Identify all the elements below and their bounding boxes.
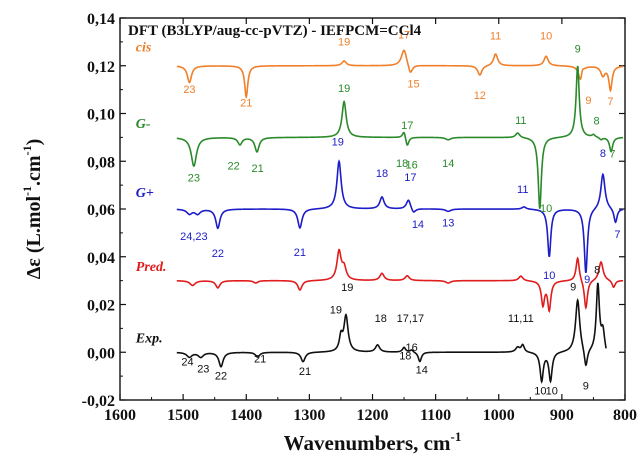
y-axis-title-sup2: -1: [20, 145, 34, 155]
peak-label: 13: [442, 218, 454, 230]
peak-label: 23: [183, 84, 195, 96]
series-line-cis: [176, 49, 624, 100]
peak-label: 10: [540, 30, 552, 42]
peak-label: 19: [332, 137, 344, 149]
series-label-gminus: G-: [136, 117, 151, 132]
peak-label: 19: [330, 304, 342, 316]
series-label-gplus: G+: [136, 186, 154, 201]
series-line-gminus: [176, 65, 624, 209]
peak-label: 18: [399, 350, 411, 362]
plot-frame: [119, 17, 626, 401]
peak-label: 8: [594, 116, 600, 128]
peak-label: 10: [540, 203, 552, 215]
peak-label: 19: [338, 83, 350, 95]
peak-label: 7: [609, 149, 615, 161]
peak-label: 24: [181, 356, 193, 368]
chart-title: DFT (B3LYP/aug-cc-pVTZ) - IEFPCM=CCl4: [128, 23, 422, 39]
x-axis-title-sup: -1: [450, 429, 461, 444]
peak-label: 17: [404, 172, 416, 184]
peak-label: 14: [442, 158, 454, 170]
peak-label: 11,11: [508, 313, 534, 325]
peak-label: 19: [338, 36, 350, 48]
peak-label: 9: [584, 274, 590, 286]
peak-label: 11: [515, 115, 526, 127]
y-tick-label: 0,14: [87, 11, 115, 28]
y-tick-label: 0,10: [87, 107, 115, 124]
y-axis-title-sup1: -1: [20, 186, 34, 196]
x-tick-label: 1100: [420, 407, 451, 424]
peak-label: 24,23: [180, 231, 208, 243]
y-tick-label: 0,04: [87, 250, 115, 267]
y-tick-label: 0,12: [87, 59, 115, 76]
tick-labels: 1600 1500 1400 1300 1200 1100 1000 900 800 -0,02 0…: [82, 11, 637, 424]
peak-label: 8: [594, 264, 600, 276]
peak-label: 11: [517, 184, 528, 196]
peak-label: 21: [251, 163, 263, 175]
series-label-cis: cis: [136, 40, 152, 55]
x-tick-label: 1200: [357, 407, 389, 424]
peak-label: 17: [401, 120, 413, 132]
peak-label: 10: [534, 386, 546, 398]
peak-label: 22: [228, 161, 240, 173]
y-tick-label: -0,02: [82, 393, 115, 410]
x-tick-label: 1400: [230, 407, 262, 424]
peak-label: 23: [197, 364, 209, 376]
peak-label: 9: [570, 282, 576, 294]
peak-label: 15: [407, 79, 419, 91]
peak-label: 22: [212, 248, 224, 260]
y-tick-label: 0,00: [87, 345, 115, 362]
peak-label: 12: [474, 90, 486, 102]
series-line-pred: [176, 248, 624, 314]
peak-label: 21: [299, 366, 311, 378]
peak-label: 9: [585, 95, 591, 107]
peak-label: 23: [188, 173, 200, 185]
peak-label: 21: [240, 97, 252, 109]
peak-label: 7: [607, 96, 613, 108]
x-axis-title-main: Wavenumbers, cm: [284, 431, 451, 455]
peak-label: 19: [341, 282, 353, 294]
x-tick-label: 1300: [293, 407, 325, 424]
peak-label: 21: [294, 247, 306, 259]
peak-label: 8: [600, 148, 606, 160]
y-axis-title-main: Δε (L.mol: [23, 196, 45, 280]
series-line-exp: [176, 282, 607, 384]
y-tick-label: 0,06: [87, 202, 115, 219]
x-tick-label: 900: [550, 407, 574, 424]
peak-label: 16: [406, 342, 418, 354]
y-axis-title-end: ): [23, 139, 45, 146]
y-tick-label: 0,02: [87, 298, 115, 315]
peak-label: 17: [398, 29, 410, 41]
peak-label: 14: [416, 364, 428, 376]
peak-label: 9: [575, 44, 581, 56]
y-tick-label: 0,08: [87, 154, 115, 171]
x-tick-label: 1000: [483, 407, 515, 424]
peak-label: 10: [543, 270, 555, 282]
peak-label: 16: [406, 159, 418, 171]
peak-label: 7: [614, 229, 620, 241]
peak-label: 10: [546, 386, 558, 398]
peak-label: 22: [215, 371, 227, 383]
x-axis-title: Wavenumbers, cm-1: [284, 429, 462, 455]
series-lines: [176, 49, 624, 384]
x-tick-label: 1500: [167, 407, 199, 424]
x-tick-label: 800: [613, 407, 637, 424]
series-label-exp: Exp.: [135, 332, 163, 347]
peak-label: 17,17: [397, 313, 425, 325]
x-tick-label: 1600: [104, 407, 136, 424]
series-line-gplus: [176, 159, 624, 274]
peak-label: 9: [583, 381, 589, 393]
y-axis-title: Δε (L.mol-1.cm-1): [20, 139, 45, 280]
series-label-pred: Pred.: [136, 260, 167, 275]
peak-label: 18: [375, 313, 387, 325]
y-axis-title-mid: .cm: [23, 155, 45, 186]
peak-label: 21: [254, 354, 266, 366]
peak-label: 11: [490, 30, 501, 42]
peak-label: 18: [376, 168, 388, 180]
peak-label: 18: [396, 158, 408, 170]
peak-label: 14: [412, 219, 424, 231]
